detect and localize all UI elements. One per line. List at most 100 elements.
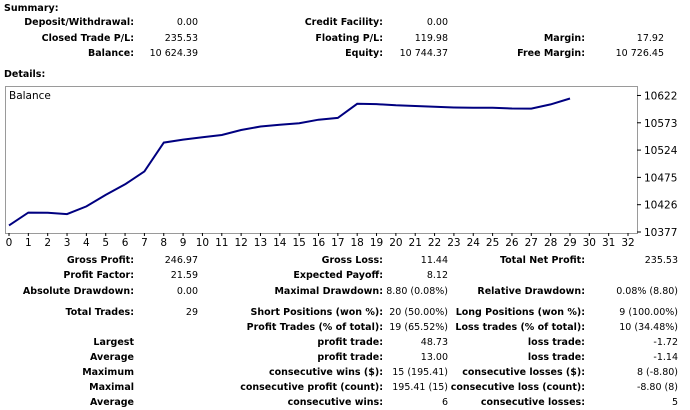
largest-profit-trade-label: profit trade: (317, 337, 383, 348)
balance-value: 10 624.39 (149, 48, 198, 59)
credit-facility-label: Credit Facility: (304, 17, 383, 28)
y-tick-label: 10573 (644, 118, 677, 130)
long-positions-label: Long Positions (won %): (455, 307, 585, 318)
maximal-drawdown-value: 8.80 (0.08%) (386, 286, 448, 297)
x-tick-label: 0 (6, 237, 13, 249)
profit-factor-label: Profit Factor: (63, 270, 134, 281)
x-tick-label: 6 (122, 237, 129, 249)
loss-trades-label: Loss trades (% of total): (455, 322, 585, 333)
free-margin-value: 10 726.45 (615, 48, 664, 59)
max-consecutive-losses-label: consecutive losses ($): (462, 367, 585, 378)
relative-drawdown-label: Relative Drawdown: (477, 286, 585, 297)
profit-factor-value: 21.59 (170, 270, 198, 281)
relative-drawdown-value: 0.08% (8.80) (616, 286, 678, 297)
maximum-label: Maximum (82, 367, 134, 378)
profit-trades-label: Profit Trades (% of total): (246, 322, 383, 333)
total-trades-value: 29 (185, 307, 198, 318)
margin-value: 17.92 (636, 33, 664, 44)
x-tick-label: 26 (505, 237, 519, 249)
gross-loss-value: 11.44 (420, 255, 448, 266)
balance-chart-frame (5, 86, 638, 234)
x-tick-label: 2 (44, 237, 51, 249)
total-trades-label: Total Trades: (65, 307, 135, 318)
deposit-withdrawal-label: Deposit/Withdrawal: (24, 17, 134, 28)
x-tick-label: 24 (467, 237, 481, 249)
summary-heading: Summary: (4, 3, 59, 14)
credit-facility-value: 0.00 (426, 17, 448, 28)
x-tick-label: 30 (583, 237, 596, 249)
expected-payoff-label: Expected Payoff: (293, 270, 383, 281)
y-tick-label: 10426 (644, 200, 678, 212)
x-tick-label: 19 (370, 237, 383, 249)
gross-profit-label: Gross Profit: (66, 255, 134, 266)
gross-loss-label: Gross Loss: (321, 255, 383, 266)
x-tick-label: 27 (525, 237, 538, 249)
largest-loss-trade-value: -1.72 (653, 337, 678, 348)
total-net-profit-label: Total Net Profit: (499, 255, 585, 266)
average-loss-trade-value: -1.14 (653, 352, 678, 363)
gross-profit-value: 246.97 (164, 255, 198, 266)
max-consecutive-wins-value: 15 (195.41) (392, 367, 448, 378)
x-tick-label: 17 (331, 237, 344, 249)
x-tick-label: 13 (254, 237, 267, 249)
x-tick-label: 9 (180, 237, 187, 249)
maximal-consecutive-profit-label: consecutive profit (count): (240, 382, 383, 393)
x-tick-label: 15 (292, 237, 305, 249)
x-tick-label: 10 (196, 237, 209, 249)
closed-trade-pl-value: 235.53 (164, 33, 198, 44)
maximal-consecutive-profit-value: 195.41 (15) (392, 382, 448, 393)
x-tick-label: 32 (621, 237, 634, 249)
largest-loss-trade-label: loss trade: (527, 337, 585, 348)
x-tick-label: 1 (25, 237, 32, 249)
equity-value: 10 744.37 (399, 48, 448, 59)
max-consecutive-losses-value: 8 (-8.80) (636, 367, 678, 378)
long-positions-value: 9 (100.00%) (619, 307, 678, 318)
x-tick-label: 31 (602, 237, 615, 249)
x-tick-label: 20 (389, 237, 402, 249)
absolute-drawdown-value: 0.00 (176, 286, 198, 297)
x-tick-label: 18 (351, 237, 364, 249)
chart-title: Balance (9, 90, 51, 102)
x-tick-label: 16 (312, 237, 326, 249)
short-positions-label: Short Positions (won %): (250, 307, 384, 318)
maximal-consecutive-loss-value: -8.80 (8) (636, 382, 678, 393)
loss-trades-value: 10 (34.48%) (619, 322, 678, 333)
equity-label: Equity: (345, 48, 383, 59)
profit-trades-value: 19 (65.52%) (389, 322, 448, 333)
floating-pl-label: Floating P/L: (315, 33, 383, 44)
free-margin-label: Free Margin: (517, 48, 585, 59)
average-profit-trade-value: 13.00 (420, 352, 448, 363)
x-tick-label: 11 (215, 237, 228, 249)
y-tick-label: 10524 (644, 145, 678, 157)
average-loss-trade-label: loss trade: (527, 352, 585, 363)
maximal-consecutive-loss-label: consecutive loss (count): (450, 382, 585, 393)
x-tick-label: 12 (234, 237, 247, 249)
balance-series-line (8, 97, 571, 227)
y-tick-label: 10475 (644, 172, 677, 184)
average-label: Average (90, 352, 134, 363)
average-profit-trade-label: profit trade: (317, 352, 383, 363)
margin-label: Margin: (543, 33, 585, 44)
x-tick-label: 23 (447, 237, 460, 249)
average-consecutive-losses-value: 5 (671, 397, 678, 408)
largest-label: Largest (93, 337, 134, 348)
average-consecutive-label: Average (90, 397, 134, 408)
y-tick-label: 10377 (644, 227, 677, 239)
short-positions-value: 20 (50.00%) (389, 307, 448, 318)
absolute-drawdown-label: Absolute Drawdown: (22, 286, 134, 297)
largest-profit-trade-value: 48.73 (420, 337, 448, 348)
x-tick-label: 5 (102, 237, 109, 249)
x-tick-label: 29 (563, 237, 576, 249)
maximal-drawdown-label: Maximal Drawdown: (274, 286, 383, 297)
x-tick-label: 25 (486, 237, 499, 249)
average-consecutive-wins-label: consecutive wins: (287, 397, 383, 408)
x-tick-label: 3 (64, 237, 71, 249)
floating-pl-value: 119.98 (414, 33, 448, 44)
x-tick-label: 22 (428, 237, 441, 249)
x-tick-label: 21 (409, 237, 422, 249)
x-tick-label: 8 (160, 237, 167, 249)
y-tick-label: 10622 (644, 90, 677, 102)
maximal-label: Maximal (89, 382, 134, 393)
x-tick-label: 28 (544, 237, 557, 249)
